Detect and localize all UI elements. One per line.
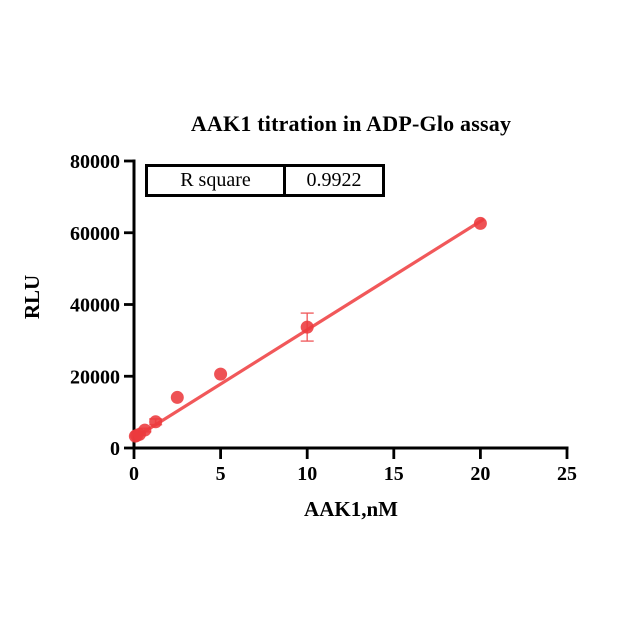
data-point (214, 367, 228, 381)
data-point (138, 423, 152, 437)
x-tick-label: 5 (216, 463, 226, 485)
x-tick-label: 15 (384, 463, 404, 485)
x-tick-label: 0 (129, 463, 139, 485)
x-axis-label: AAK1,nM (304, 497, 398, 521)
data-point (300, 320, 314, 334)
y-tick-label: 80000 (70, 151, 120, 173)
y-tick-label: 0 (110, 438, 120, 460)
y-tick-label: 20000 (70, 366, 120, 388)
data-point (473, 216, 487, 230)
data-point (170, 390, 184, 404)
r-square-value: 0.9922 (306, 169, 362, 191)
y-tick-label: 60000 (70, 223, 120, 245)
y-axis-label: RLU (20, 274, 44, 320)
r-square-table: R square 0.9922 (145, 164, 385, 197)
data-point (149, 415, 163, 429)
x-tick-label: 10 (297, 463, 317, 485)
chart-title: AAK1 titration in ADP-Glo assay (190, 111, 512, 136)
x-tick-label: 25 (557, 463, 577, 485)
y-tick-label: 40000 (70, 295, 120, 317)
x-tick-label: 20 (470, 463, 490, 485)
r-square-label: R square (148, 167, 286, 194)
